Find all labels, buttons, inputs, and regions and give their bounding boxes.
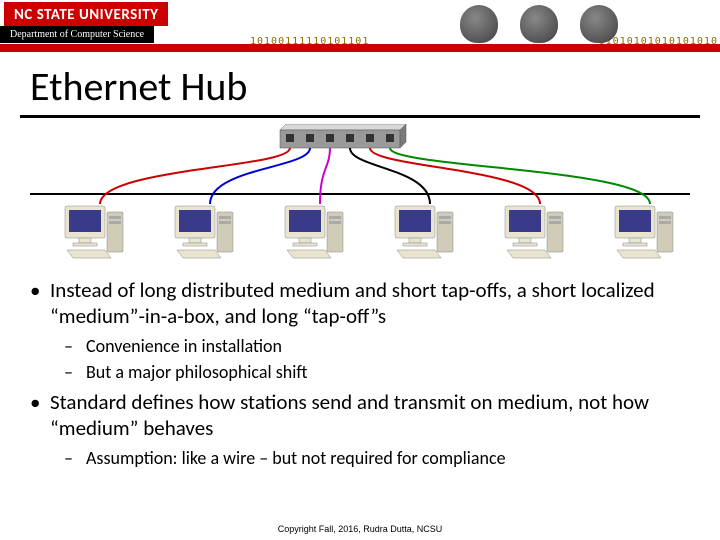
copyright-footer: Copyright Fall, 2016, Rudra Dutta, NCSU (0, 524, 720, 534)
wolf-mascots (460, 2, 640, 44)
university-logo: NC STATE UNIVERSITY (4, 2, 168, 26)
slide-header: NC STATE UNIVERSITY Department of Comput… (0, 0, 720, 52)
bullet-item: Standard defines how stations send and t… (28, 390, 692, 471)
diagram-svg (20, 124, 700, 274)
slide-title: Ethernet Hub (30, 62, 720, 111)
sub-bullet-list: Convenience in installation But a major p… (50, 335, 692, 384)
sub-bullet-list: Assumption: like a wire – but not requir… (50, 447, 692, 470)
sub-bullet-item: Assumption: like a wire – but not requir… (50, 447, 692, 470)
bullet-list: Instead of long distributed medium and s… (28, 278, 692, 471)
title-underline (20, 115, 700, 118)
sub-bullet-item: Convenience in installation (50, 335, 692, 358)
wolf-icon (580, 5, 618, 43)
wolf-icon (520, 5, 558, 43)
sub-bullet-item: But a major philosophical shift (50, 361, 692, 384)
bullet-item: Instead of long distributed medium and s… (28, 278, 692, 384)
department-label: Department of Computer Science (0, 26, 154, 43)
slide-content: Instead of long distributed medium and s… (0, 274, 720, 471)
network-diagram (20, 124, 700, 274)
university-name: NC STATE UNIVERSITY (14, 6, 158, 24)
wolf-icon (460, 5, 498, 43)
binary-decor-left: 10100111110101101 (250, 36, 369, 47)
